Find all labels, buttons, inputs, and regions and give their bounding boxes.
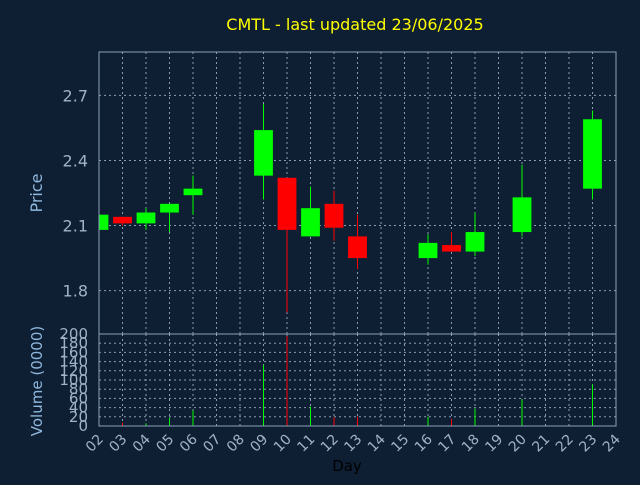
volume-tick-label: 60 [69,389,88,407]
price-tick-labels: 1.8 2.1 2.4 2.7 [63,86,88,300]
candle-body [277,177,297,230]
candle-body [99,214,109,230]
volume-bars [98,335,593,426]
candle [583,110,602,200]
candle-body [418,242,438,259]
candle [98,214,109,230]
volume-tick-label: 20 [69,408,88,426]
volume-tick-label: 200 [59,325,88,343]
candle-body [442,245,461,252]
candle-body [465,232,485,252]
candle-body [160,203,179,213]
candle [324,190,344,241]
candle [254,104,273,200]
price-axis-label: Price [27,173,46,212]
candle [512,164,532,237]
candle-body [301,208,320,237]
candle [183,175,203,215]
volume-panel-frame [98,333,617,427]
volume-tick-label: 120 [59,362,88,380]
volume-tick-label: 140 [59,353,88,371]
volume-tick-label: 40 [69,399,88,417]
candle [113,216,132,226]
price-tick-label: 2.4 [63,151,88,170]
volume-axis-label: Volume (0000) [28,326,46,436]
x-axis-label: Day [332,457,362,475]
volume-tick-label: 0 [78,417,88,435]
candle [418,234,438,265]
x-tick-labels: 02 03 04 05 06 07 08 09 10 11 12 13 14 15 16 17 18 19 20 21… [83,431,624,455]
candle [348,214,367,269]
candle [277,177,297,313]
candle-body [183,188,203,196]
price-tick-label: 2.7 [63,86,88,105]
candle-body [324,203,344,228]
chart-title: CMTL - last updated 23/06/2025 [226,15,483,34]
candle-body [254,130,273,176]
candle [442,232,461,252]
volume-tick-label: 100 [59,371,88,389]
candle [160,203,179,233]
candle-body [583,119,602,189]
candle-body [113,216,132,224]
candle [301,186,320,237]
volume-tick-label: 180 [59,334,88,352]
candle [465,212,485,256]
price-tick-label: 2.1 [63,217,88,236]
candle [136,208,156,230]
volume-tick-label: 80 [69,380,88,398]
candle-body [348,236,367,259]
candle-body [512,197,532,233]
price-tick-label: 1.8 [63,282,88,301]
candle-body [136,212,156,224]
volume-tick-label: 160 [59,343,88,361]
